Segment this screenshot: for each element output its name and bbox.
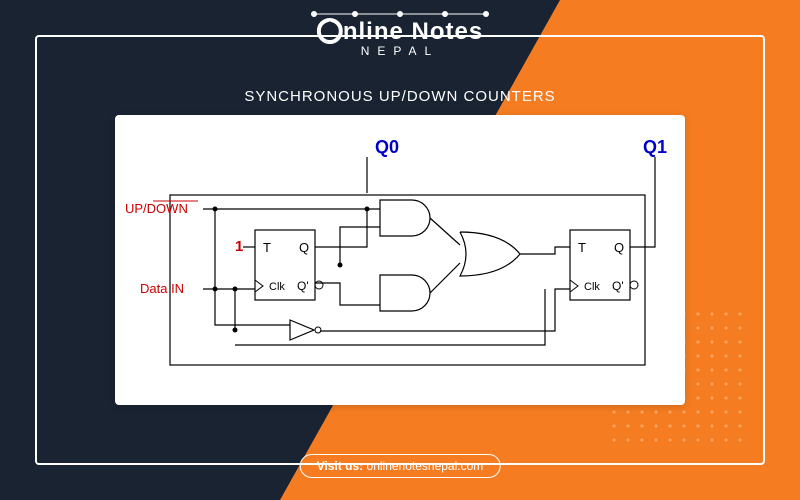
logo-main: nline Notes — [317, 18, 483, 46]
dot-pattern-right — [610, 310, 750, 450]
not — [290, 320, 314, 340]
svg-text:Data IN: Data IN — [140, 281, 184, 296]
circuit-svg: T Q Clk Q' T Q Clk Q' Q0 Q1 UP/DOWN 1 Data IN — [115, 115, 685, 405]
svg-text:Q: Q — [299, 240, 309, 255]
svg-text:Q: Q — [614, 240, 624, 255]
svg-text:Q0: Q0 — [375, 137, 399, 157]
svg-text:Q': Q' — [612, 279, 624, 293]
page-title: SYNCHRONOUS UP/DOWN COUNTERS — [244, 88, 555, 105]
logo-text-2: NEPAL — [317, 44, 483, 58]
svg-text:T: T — [263, 240, 271, 255]
header-dots — [310, 10, 490, 18]
or — [460, 232, 520, 276]
circuit-diagram-box: T Q Clk Q' T Q Clk Q' Q0 Q1 UP/DOWN 1 Data IN — [115, 115, 685, 405]
logo-o-icon — [317, 18, 343, 44]
visit-link[interactable]: Visit us: onlinenotesnepal.com — [300, 454, 501, 478]
svg-text:Clk: Clk — [269, 281, 285, 293]
svg-text:Clk: Clk — [584, 281, 600, 293]
svg-text:UP/DOWN: UP/DOWN — [125, 201, 188, 216]
svg-text:1: 1 — [235, 238, 243, 255]
logo-text-1: nline Notes — [343, 18, 483, 45]
and-top — [380, 200, 430, 236]
svg-text:Q': Q' — [297, 279, 309, 293]
svg-text:Q1: Q1 — [643, 137, 667, 157]
visit-url: onlinenotesnepal.com — [367, 459, 484, 473]
svg-text:T: T — [578, 240, 586, 255]
and-bot — [380, 275, 430, 311]
logo: nline Notes NEPAL — [317, 18, 483, 58]
visit-label: Visit us: — [317, 459, 363, 473]
